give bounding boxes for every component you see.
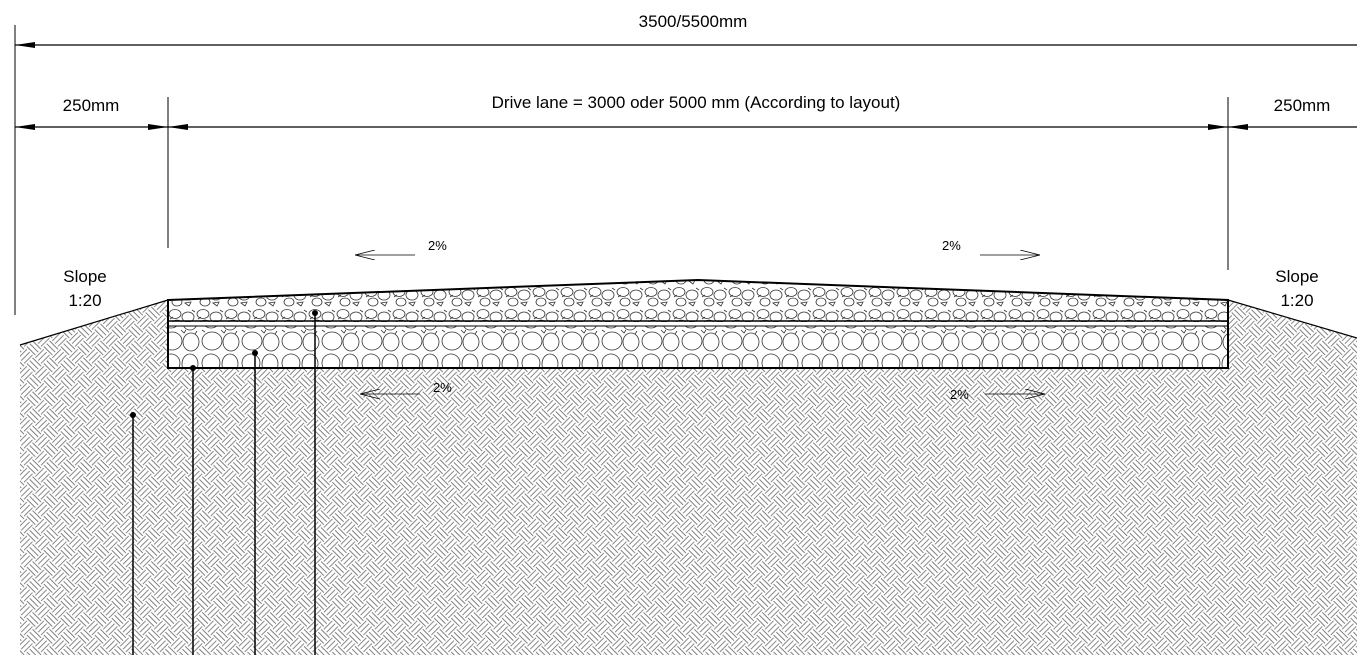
leader-dots xyxy=(130,310,318,418)
crossfall-label: 2% xyxy=(428,238,447,253)
base-layer xyxy=(168,326,1228,368)
slope-label: Slope xyxy=(63,267,106,286)
overall-dimension: 3500/5500mm xyxy=(639,12,748,31)
leader-lines xyxy=(132,313,316,655)
slope-ratio: 1:20 xyxy=(1280,291,1313,310)
ground-line-left xyxy=(19,299,169,346)
shoulder-right-dimension: 250mm xyxy=(1274,96,1331,115)
leader-dot xyxy=(190,365,196,371)
crossfall-label: 2% xyxy=(433,380,452,395)
soil xyxy=(20,300,1357,655)
shoulder-left-dimension: 250mm xyxy=(63,96,120,115)
leader-dot xyxy=(130,412,136,418)
surface-layer xyxy=(168,280,1228,322)
leader-dot xyxy=(312,310,318,316)
crossfall-label: 2% xyxy=(942,238,961,253)
slope-ratio: 1:20 xyxy=(68,291,101,310)
leader-dot xyxy=(252,350,258,356)
road-outline xyxy=(167,278,1229,369)
slope-label: Slope xyxy=(1275,267,1318,286)
ground-line-right xyxy=(1227,299,1357,339)
crossfall-label: 2% xyxy=(950,387,969,402)
drive-lane-dimension: Drive lane = 3000 oder 5000 mm (Accordin… xyxy=(492,93,901,112)
